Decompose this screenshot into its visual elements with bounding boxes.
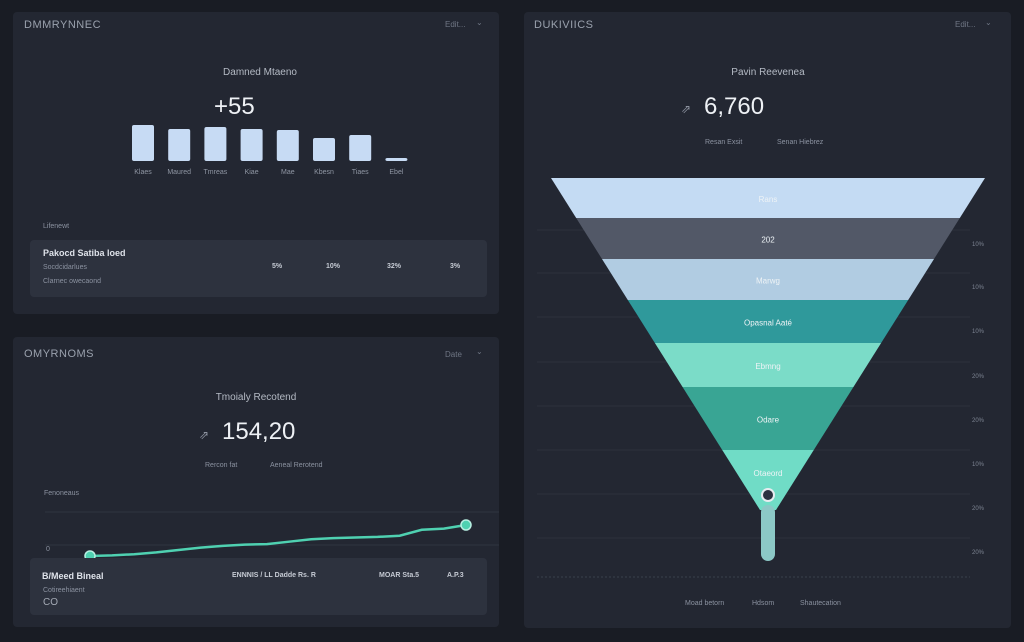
- bar: [204, 127, 227, 161]
- chevron-down-icon[interactable]: ⌄: [476, 347, 483, 356]
- summary-line: Socdcidarlues: [43, 264, 87, 271]
- summary-value: 5%: [272, 263, 283, 270]
- bar: [240, 129, 263, 161]
- funnel-stage-label: 202: [761, 236, 775, 245]
- summary-value: 10%: [326, 263, 341, 270]
- bar: [385, 158, 408, 161]
- legend-item: Senan Hiebrez: [777, 139, 824, 146]
- legend-label: Moad betorn: [685, 600, 725, 607]
- panel-title: DMMRYNNEC: [24, 19, 102, 31]
- summary-title: B/Meed Bineal: [42, 571, 104, 581]
- data-point-marker: [460, 519, 472, 531]
- legend-item: Rercon fat: [205, 462, 238, 469]
- funnel-stage: [654, 343, 882, 387]
- kpi-value: 6,760: [704, 93, 765, 120]
- summary-value: MOAR Sta.5: [379, 572, 420, 579]
- panel-menu-button[interactable]: Edit...: [445, 20, 466, 29]
- funnel-stage: [601, 259, 935, 300]
- trend-icon: ⇗: [199, 428, 210, 442]
- chart-subtitle: Tmoialy Recotend: [215, 392, 297, 403]
- legend-item: Shautecation: [800, 600, 841, 607]
- funnel-stage: [576, 218, 960, 259]
- summary-line: Clarnec owecaond: [43, 278, 101, 285]
- summary-card: [30, 240, 487, 297]
- axis-tick: 10%: [972, 329, 985, 335]
- summary-value: A.P.3: [447, 572, 464, 579]
- axis-tick: 10%: [972, 462, 985, 468]
- summary-card: [30, 558, 487, 615]
- legend-label: Shautecation: [800, 600, 841, 607]
- kpi-value: +55: [214, 93, 255, 120]
- legend-label: Hdsom: [752, 600, 775, 607]
- bar-label: Kbesn: [314, 169, 334, 176]
- funnel-stage-label: Opasnal Aaté: [744, 319, 793, 328]
- bar: [276, 130, 299, 161]
- chart-subtitle: Pavin Reevenea: [731, 67, 805, 78]
- legend-item: Resan Exsit: [705, 139, 743, 146]
- bar-label: Mae: [281, 169, 295, 176]
- bar-label: Ebel: [389, 169, 403, 176]
- funnel-stage-label: Odare: [757, 416, 780, 425]
- funnel-stage: [627, 300, 909, 343]
- axis-tick: 20%: [972, 550, 985, 556]
- bar-label: Kiae: [245, 169, 259, 176]
- chevron-down-icon[interactable]: ⌄: [985, 18, 992, 27]
- funnel-stage: [722, 450, 814, 510]
- chevron-down-icon[interactable]: ⌄: [476, 18, 483, 27]
- panel-title: DUKIVIICS: [534, 19, 594, 31]
- kpi-value: 154,20: [222, 418, 296, 445]
- summary-value: ENNNIS / LL Dadde Rs. R: [232, 572, 316, 579]
- summary-line: Cotireehiaent: [43, 587, 85, 594]
- chart-subtitle: Damned Mtaeno: [223, 67, 297, 78]
- axis-tick: 20%: [972, 506, 985, 512]
- summary-title: Pakocd Satiba loed: [43, 248, 126, 258]
- funnel-stage-label: Marwg: [756, 277, 780, 286]
- bar-label: Tiaes: [352, 169, 369, 176]
- bar: [313, 138, 335, 161]
- axis-tick: 10%: [972, 285, 985, 291]
- axis-tick: 20%: [972, 374, 985, 380]
- axis-label: Fenoneaus: [44, 490, 80, 497]
- summary-value: 32%: [387, 263, 402, 270]
- funnel-stem: [761, 505, 775, 561]
- legend-item: Aeneal Rerotend: [270, 462, 323, 469]
- funnel-stage-label: Rans: [759, 195, 778, 204]
- bar-label: Maured: [167, 169, 191, 176]
- bar: [132, 125, 154, 161]
- funnel-marker-icon: [761, 488, 775, 502]
- funnel-stage-label: Otaeord: [754, 469, 783, 478]
- panel-title: OMYRNOMS: [24, 348, 94, 360]
- axis-tick: 20%: [972, 418, 985, 424]
- series-line: [89, 523, 467, 558]
- summary-line: CO: [43, 597, 58, 608]
- trend-icon: ⇗: [681, 102, 692, 116]
- funnel-stage: [682, 387, 854, 450]
- section-label: Lifenewt: [43, 223, 70, 230]
- axis-tick: 0: [46, 546, 50, 553]
- summary-value: 3%: [450, 263, 461, 270]
- bar: [349, 135, 372, 161]
- bar-label: Tmreas: [204, 169, 228, 176]
- funnel-stage: [551, 178, 985, 218]
- bar-label: Klaes: [134, 169, 152, 176]
- funnel-stage-label: Ebmng: [755, 362, 780, 371]
- panel-menu-button[interactable]: Edit...: [955, 20, 976, 29]
- legend-item: Hdsom: [752, 600, 774, 607]
- bar: [168, 129, 191, 161]
- legend-item: Moad betorn: [685, 600, 724, 607]
- axis-tick: 10%: [972, 242, 985, 248]
- panel-menu-button[interactable]: Date: [445, 350, 462, 359]
